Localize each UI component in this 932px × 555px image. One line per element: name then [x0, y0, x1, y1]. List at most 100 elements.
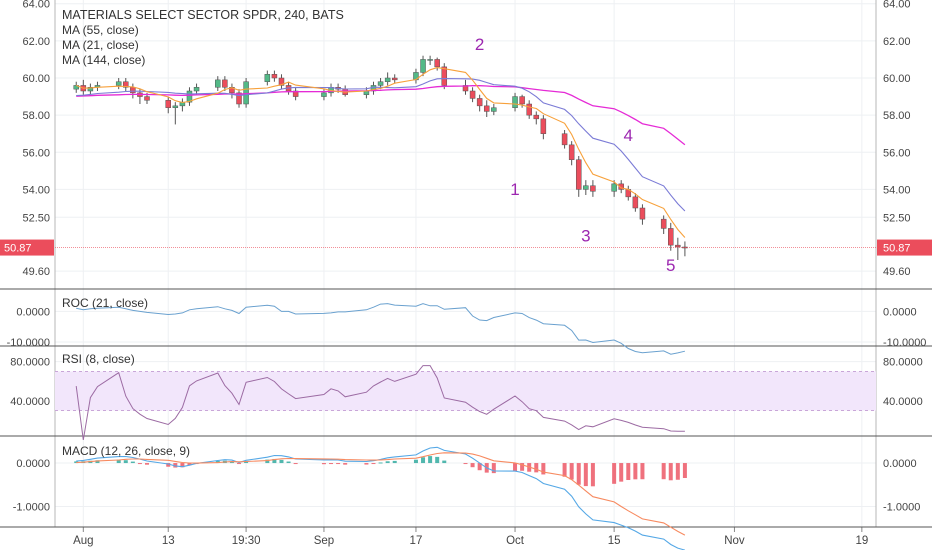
macd-histogram-bar: [279, 459, 284, 464]
macd-histogram-bar: [541, 463, 546, 475]
last-price-label-left: 50.87: [4, 243, 32, 255]
macd-histogram-bar: [413, 459, 418, 464]
indicator-tick-left: 0.0000: [16, 306, 50, 318]
macd-histogram-bar: [590, 463, 595, 487]
x-tick-label: Aug: [73, 535, 93, 547]
macd-histogram-bar: [371, 463, 376, 465]
last-price-tag-right: [877, 239, 932, 256]
macd-histogram-bar: [640, 463, 645, 480]
price-tick-left: 62.00: [22, 36, 50, 48]
series-layer: 50.87 50.87 2 1 4 3 5: [0, 35, 932, 551]
x-tick-label: 19:30: [232, 535, 261, 547]
rsi-label: RSI (8, close): [62, 352, 135, 366]
macd-histogram-bar: [612, 463, 617, 484]
macd-histogram-bar: [385, 461, 390, 464]
macd-histogram-bar: [265, 459, 270, 464]
macd-histogram-bar: [463, 463, 468, 465]
macd-histogram-bar: [435, 456, 440, 464]
macd-histogram-bar: [421, 457, 426, 464]
macd-histogram-bar: [321, 463, 326, 465]
indicator-tick-right: 40.0000: [883, 396, 923, 408]
candle-body: [165, 100, 171, 108]
candle-body: [639, 207, 646, 220]
candle-body: [321, 92, 327, 97]
candle-body: [87, 87, 94, 92]
x-tick-label: 13: [162, 535, 175, 547]
macd-histogram-bar: [470, 463, 475, 468]
macd-histogram-bar: [583, 463, 588, 487]
candle-body: [420, 59, 426, 73]
price-tick-left: 56.00: [22, 147, 50, 159]
wave-label: 1: [510, 180, 519, 199]
candle-body: [526, 103, 532, 116]
candle-body: [575, 159, 582, 190]
macd-histogram-bar: [215, 460, 220, 464]
candle-body: [377, 81, 384, 86]
candle-body: [441, 66, 448, 86]
macd-histogram-bar: [187, 463, 192, 466]
macd-histogram-bar: [569, 463, 574, 480]
macd-histogram-bar: [491, 463, 496, 474]
indicator-tick-right: 0.0000: [883, 306, 917, 318]
candle-body: [668, 228, 674, 246]
candle-body: [222, 79, 228, 88]
macd-histogram-bar: [244, 461, 249, 464]
candle-body: [512, 96, 518, 108]
macd-histogram-bar: [520, 463, 525, 471]
macd-histogram-bar: [442, 460, 447, 464]
signal-line: [76, 452, 686, 536]
price-tick-left: 58.00: [22, 110, 50, 122]
candle-body: [583, 185, 589, 190]
candle-body: [434, 59, 440, 68]
candle-body: [215, 79, 221, 88]
candle-body: [193, 87, 200, 92]
macd-histogram-bar: [130, 461, 135, 464]
legend-ma21: MA (21, close): [62, 38, 139, 52]
indicator-tick-right: 0.0000: [883, 458, 917, 470]
price-tick-right: 60.00: [883, 73, 911, 85]
macd-histogram-bar: [576, 463, 581, 485]
candle-body: [115, 81, 122, 86]
price-tick-right: 56.00: [883, 147, 911, 159]
candle-body: [264, 74, 271, 82]
x-tick-label: 19: [855, 535, 868, 547]
candle-body: [243, 81, 249, 105]
x-tick-label: 15: [608, 535, 621, 547]
candle-body: [611, 183, 617, 192]
wave-label: 3: [581, 226, 590, 245]
price-tick-left: 49.60: [22, 266, 50, 278]
macd-histogram-bar: [675, 463, 680, 480]
last-price-label-right: 50.87: [883, 243, 911, 255]
wave-label: 4: [624, 126, 633, 145]
macd-histogram-bar: [180, 463, 185, 468]
macd-histogram-bar: [562, 463, 567, 477]
candle-body: [271, 74, 278, 79]
wave-label: 5: [666, 256, 675, 275]
candle-body: [278, 77, 285, 86]
macd-histogram-bar: [272, 458, 277, 464]
candle-body: [123, 81, 129, 88]
macd-histogram-bar: [661, 463, 666, 480]
candle-body: [519, 96, 525, 105]
x-tick-label: Nov: [724, 535, 745, 547]
macd-histogram-bar: [336, 463, 341, 465]
macd-histogram-bar: [329, 463, 334, 465]
macd-histogram-bar: [619, 463, 624, 482]
x-tick-label: Oct: [506, 535, 525, 547]
legend-ma144: MA (144, close): [62, 53, 145, 67]
macd-histogram-bar: [378, 462, 383, 464]
macd-histogram-bar: [428, 456, 433, 464]
macd-histogram-bar: [145, 463, 150, 465]
candle-body: [391, 77, 398, 81]
price-tick-right: 58.00: [883, 110, 911, 122]
roc-line: [76, 303, 686, 355]
candle-body: [568, 144, 575, 160]
ma21-line: [75, 67, 686, 238]
indicator-tick-right: 80.0000: [883, 357, 923, 369]
candle-body: [186, 90, 193, 103]
indicator-tick-left: 0.0000: [16, 458, 50, 470]
candle-body: [476, 98, 483, 107]
candle-body: [144, 96, 150, 101]
macd-histogram-bar: [137, 463, 142, 465]
chart-title: MATERIALS SELECT SECTOR SPDR, 240, BATS: [62, 8, 344, 22]
